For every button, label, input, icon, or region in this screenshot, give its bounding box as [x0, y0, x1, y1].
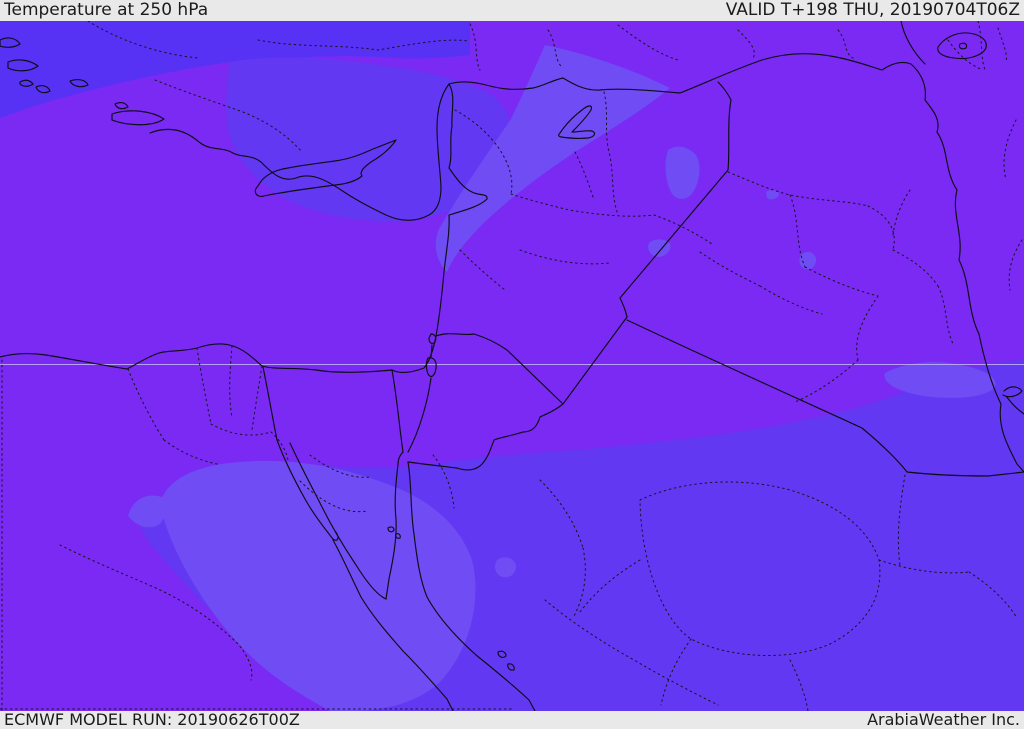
valid-time-label: VALID T+198 THU, 20190704T06Z	[725, 0, 1020, 20]
turkey-south-coastline	[149, 83, 450, 221]
gulf-of-aqaba-coastline	[385, 451, 536, 711]
turkey-syria-iraq-border	[448, 52, 939, 133]
light-pocket-iraq-small	[766, 189, 779, 200]
lake-assad-outline	[558, 105, 596, 139]
dead-sea-jordan-valley	[407, 333, 437, 453]
temperature-band-cold-north	[0, 21, 470, 118]
header-bar: Temperature at 250 hPa VALID T+198 THU, …	[0, 0, 1024, 21]
lake-van-outline	[937, 32, 987, 60]
kuwait-coastline	[1002, 386, 1024, 415]
cyprus-coastline	[254, 139, 397, 197]
iran-iraq-border	[936, 131, 1024, 473]
temperature-band-light-nw-syria	[435, 45, 670, 272]
red-sea-islands	[387, 526, 515, 671]
footer-bar: ECMWF MODEL RUN: 20190626T00Z ArabiaWeat…	[0, 711, 1024, 729]
gulf-of-suez-coastline	[262, 366, 454, 711]
map-title: Temperature at 250 hPa	[4, 0, 209, 20]
egypt-borders-dotted	[0, 345, 513, 711]
syria-iraq-border	[619, 81, 732, 318]
aegean-islands-coastline	[0, 37, 165, 126]
turkey-province-borders-dotted	[87, 21, 1007, 153]
jordan-borders	[407, 316, 628, 471]
map-canvas	[0, 21, 1024, 711]
temperature-map-svg	[0, 21, 1024, 711]
egypt-israel-border	[391, 369, 404, 453]
light-pocket-right-edge	[884, 361, 996, 398]
syria-province-borders-dotted	[454, 91, 713, 291]
saudi-province-borders-dotted	[539, 474, 1018, 711]
model-run-label: ECMWF MODEL RUN: 20190626T00Z	[4, 710, 300, 729]
iraq-province-borders-dotted	[699, 119, 1023, 403]
light-pocket-lake-tharthar	[799, 251, 817, 270]
light-pocket-red-sea-south	[494, 557, 517, 578]
provider-label: ArabiaWeather Inc.	[867, 710, 1020, 729]
light-pocket-lake-assad-region	[665, 146, 700, 199]
light-pocket-syria-east	[648, 239, 671, 257]
saudi-iraq-border	[626, 319, 1024, 477]
levant-egypt-coastline	[0, 83, 488, 374]
tigris-river	[900, 21, 926, 65]
temperature-band-light-egypt-nose	[128, 495, 166, 528]
